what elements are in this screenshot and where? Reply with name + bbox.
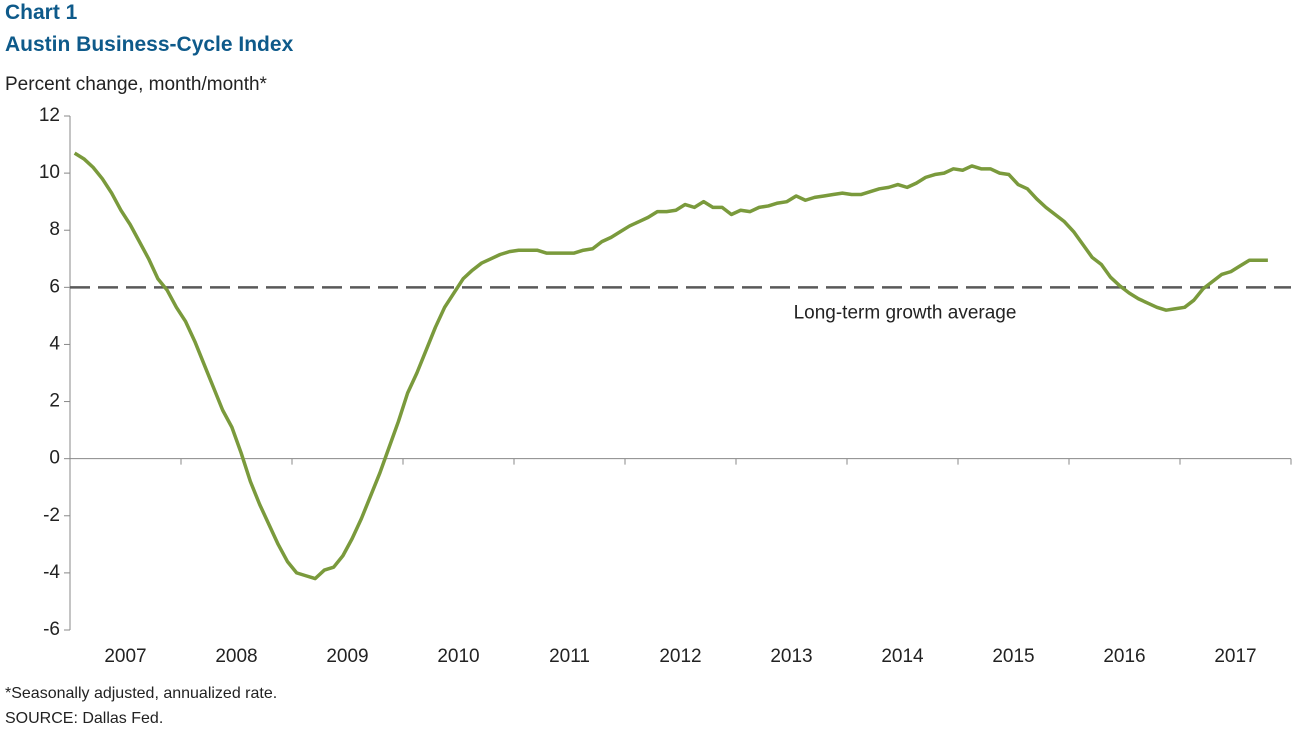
y-tick-label: 12	[39, 105, 60, 126]
y-tick-label: -4	[43, 562, 60, 583]
y-tick-label: 8	[49, 219, 60, 240]
x-tick-label: 2007	[104, 646, 146, 667]
y-axis-label: Percent change, month/month*	[5, 74, 268, 95]
x-tick-label: 2010	[437, 646, 479, 667]
chart-title: Austin Business-Cycle Index	[5, 33, 294, 56]
data-line	[73, 151, 1268, 581]
y-tick-label: 2	[49, 391, 60, 412]
y-tick-label: -2	[43, 505, 60, 526]
source: SOURCE: Dallas Fed.	[5, 710, 163, 727]
x-tick-label: 2008	[215, 646, 257, 667]
y-tick-label: 10	[39, 162, 60, 183]
x-tick-label: 2014	[881, 646, 924, 667]
x-tick-label: 2013	[770, 646, 812, 667]
y-tick-label: 6	[49, 276, 60, 297]
y-tick-label: -6	[43, 619, 60, 640]
reference-line-label: Long-term growth average	[794, 302, 1017, 323]
x-tick-label: 2011	[549, 646, 590, 667]
y-tick-label: 4	[49, 333, 60, 354]
x-tick-label: 2016	[1103, 646, 1145, 667]
y-tick-label: 0	[49, 448, 60, 469]
x-tick-label: 2012	[659, 646, 701, 667]
x-tick-label: 2009	[326, 646, 368, 667]
x-tick-label: 2015	[992, 646, 1034, 667]
chart-label: Chart 1	[5, 1, 78, 24]
x-tick-label: 2017	[1214, 646, 1256, 667]
footnote: *Seasonally adjusted, annualized rate.	[5, 685, 277, 702]
